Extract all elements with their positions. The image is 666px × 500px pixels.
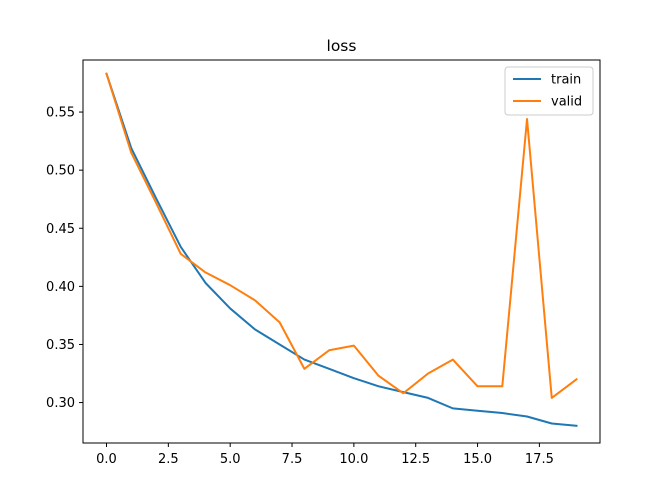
y-tick-label: 0.40 <box>46 280 75 295</box>
x-tick-label: 17.5 <box>525 452 554 467</box>
series-line-valid <box>105 72 578 399</box>
x-tick-label: 2.5 <box>158 452 179 467</box>
legend: train valid <box>504 66 594 116</box>
chart-title: loss <box>327 37 357 55</box>
x-tick-label: 0.0 <box>96 452 117 467</box>
legend-label-valid: valid <box>551 95 582 110</box>
plot-frame <box>82 59 601 444</box>
y-tick-label: 0.35 <box>46 338 75 353</box>
y-tick-label: 0.30 <box>46 396 75 411</box>
legend-label-train: train <box>551 73 581 88</box>
y-axis: 0.30 0.35 0.40 0.45 0.50 0.55 <box>46 106 83 411</box>
x-tick-label: 5.0 <box>220 452 241 467</box>
y-tick-label: 0.45 <box>46 222 75 237</box>
x-axis: 0.0 2.5 5.0 7.5 10.0 12.5 15.0 17.5 <box>96 443 554 467</box>
x-tick-label: 7.5 <box>282 452 303 467</box>
x-tick-label: 10.0 <box>339 452 368 467</box>
series-line-train <box>105 72 578 427</box>
x-tick-label: 15.0 <box>463 452 492 467</box>
series-layer <box>105 72 578 427</box>
y-tick-label: 0.55 <box>46 106 75 121</box>
y-tick-label: 0.50 <box>46 164 75 179</box>
x-tick-label: 12.5 <box>401 452 430 467</box>
